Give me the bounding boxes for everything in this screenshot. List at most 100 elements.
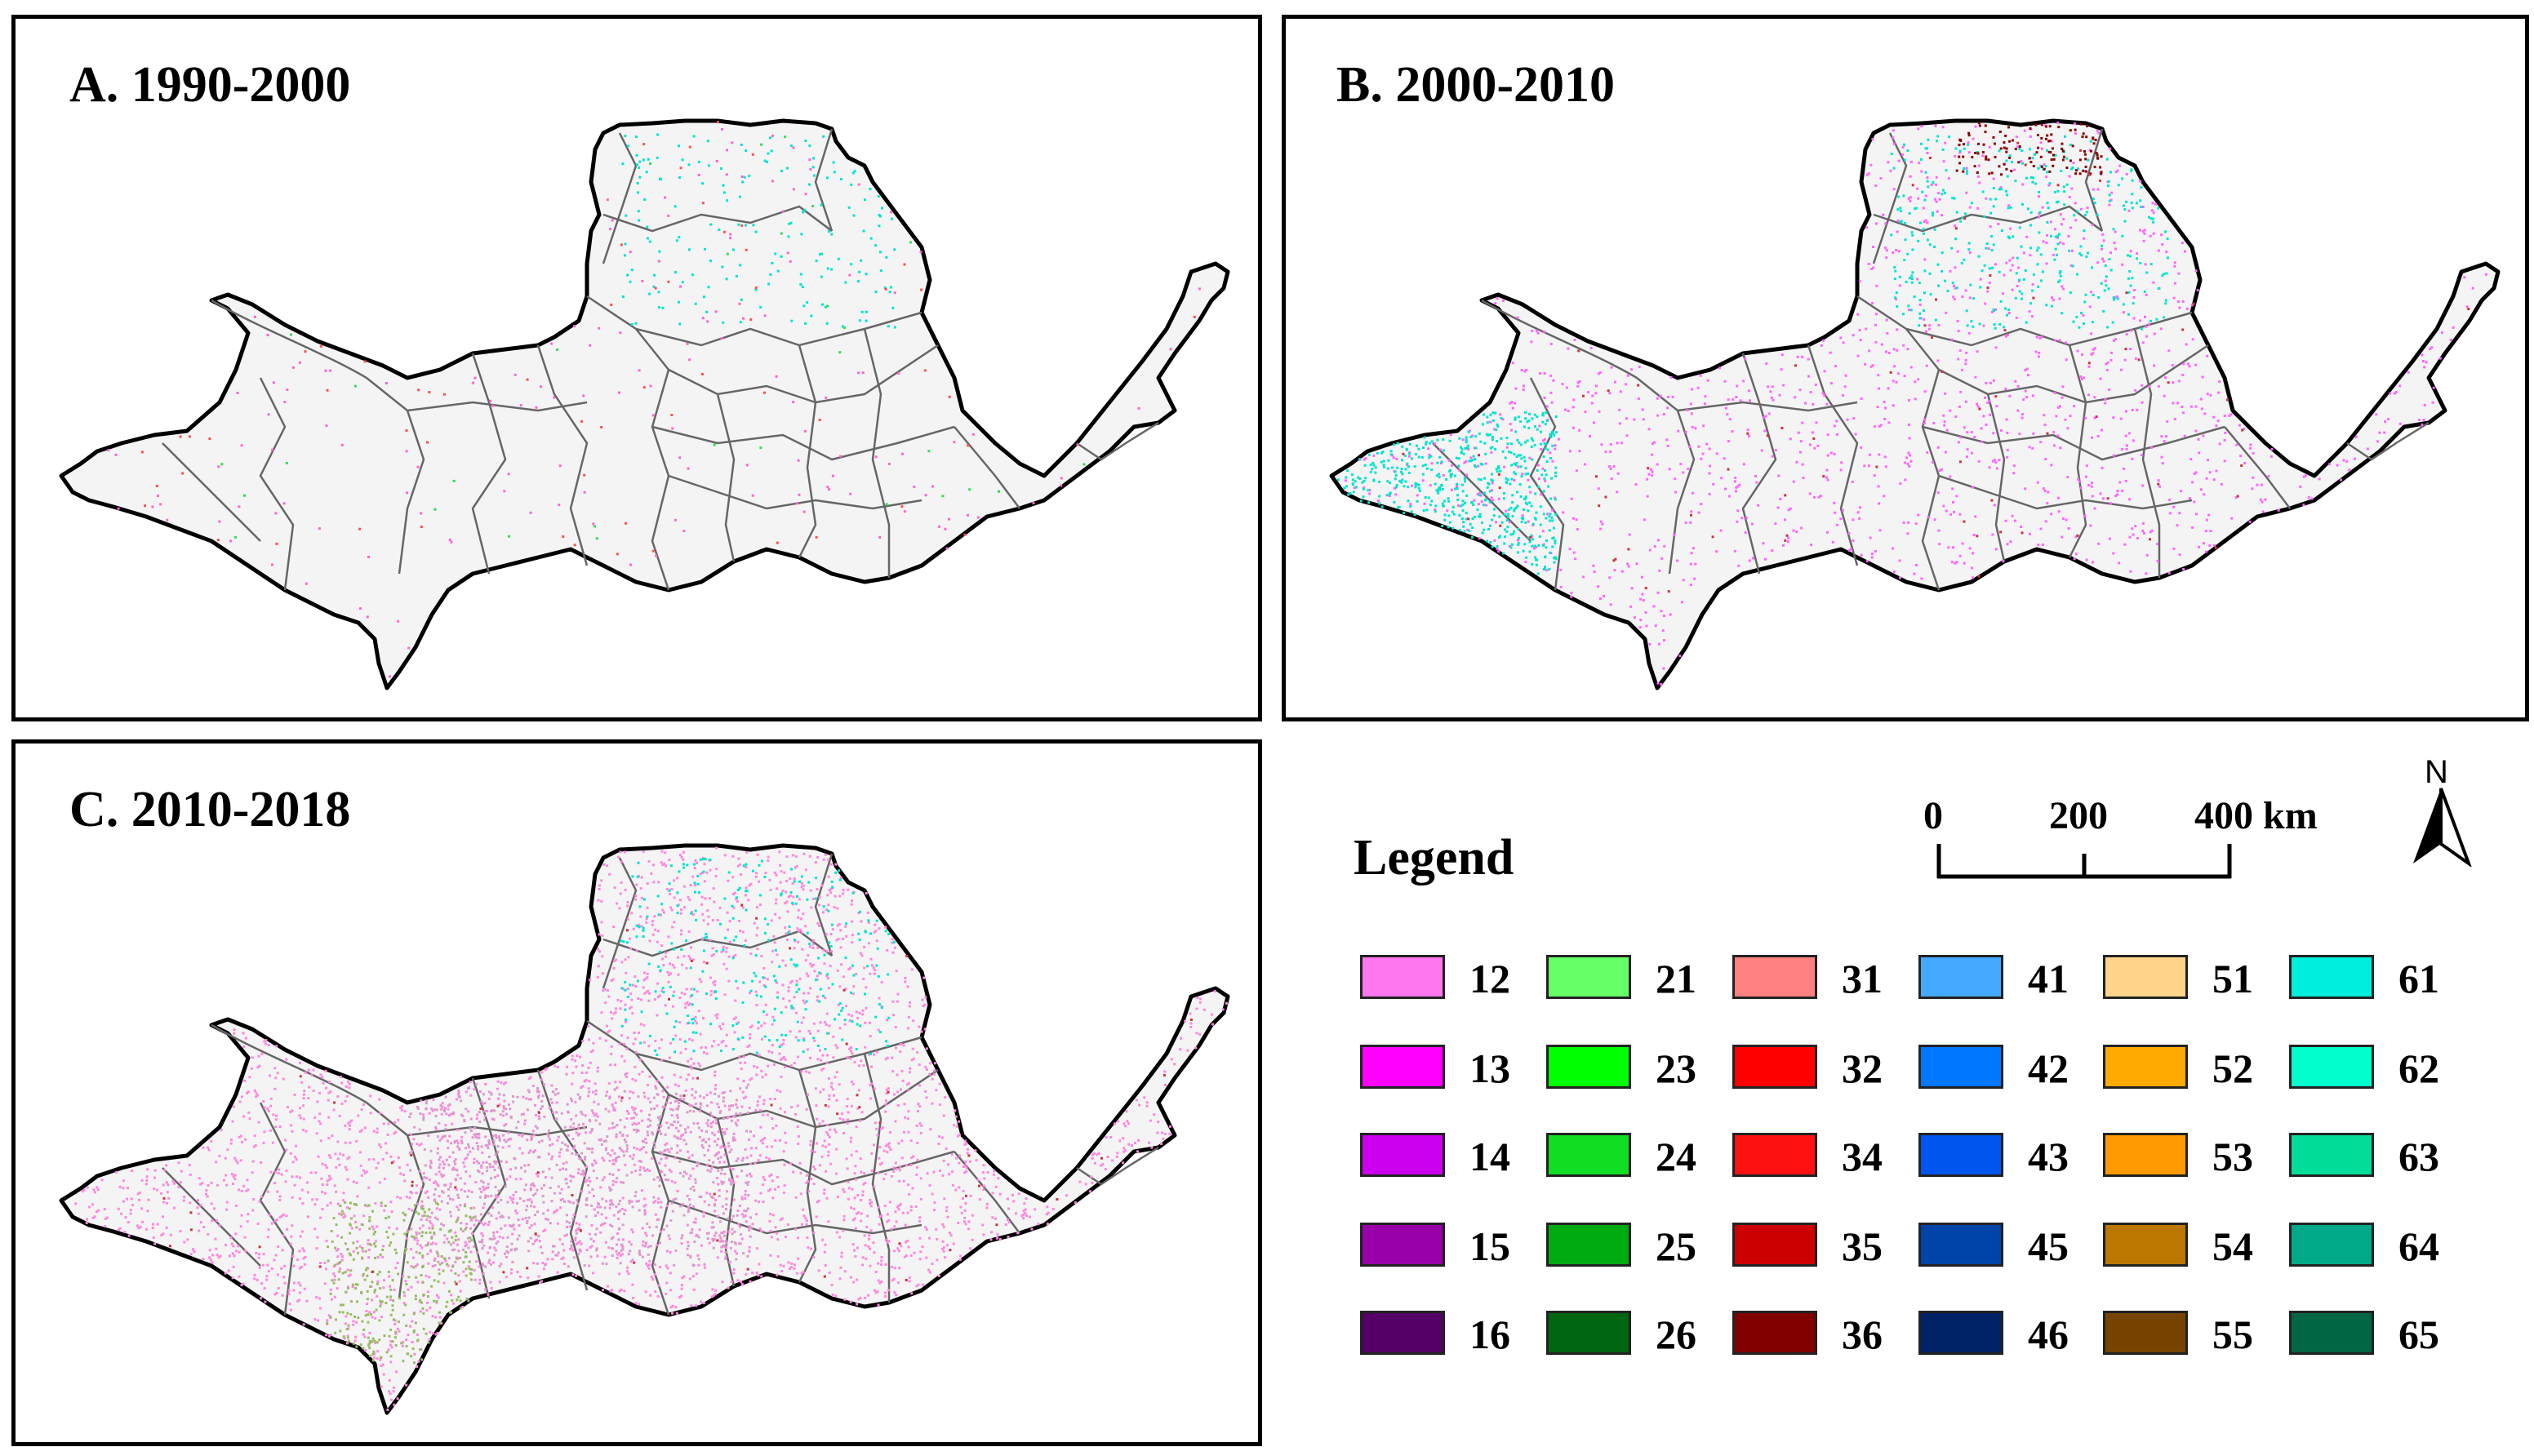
change-pixel: [703, 1266, 706, 1269]
sub-basin-boundary: [1938, 344, 2209, 404]
change-pixel: [1430, 462, 1434, 465]
change-pixel: [2145, 572, 2148, 575]
change-pixel: [1549, 513, 1552, 516]
change-pixel: [857, 371, 860, 375]
change-pixel: [514, 1210, 517, 1213]
change-pixel: [225, 1208, 229, 1211]
sub-basin-boundary: [602, 132, 638, 264]
change-pixel: [625, 971, 628, 974]
change-pixel: [2011, 514, 2014, 517]
change-pixel: [260, 1161, 262, 1164]
change-pixel: [543, 1083, 546, 1086]
change-pixel: [430, 1235, 433, 1238]
change-pixel: [2056, 434, 2060, 437]
change-pixel: [1578, 428, 1581, 432]
change-pixel: [2016, 285, 2019, 287]
change-pixel: [1936, 263, 1940, 266]
change-pixel: [1970, 320, 1973, 323]
change-pixel: [1642, 599, 1645, 602]
change-pixel: [891, 951, 895, 954]
change-pixel: [1474, 458, 1477, 461]
change-pixel: [795, 1011, 798, 1014]
change-pixel: [127, 1187, 129, 1190]
change-pixel: [2421, 353, 2424, 357]
change-pixel: [967, 444, 970, 447]
change-pixel: [638, 1072, 641, 1076]
change-pixel: [485, 1187, 488, 1190]
change-pixel: [1706, 379, 1709, 382]
change-pixel: [1953, 197, 1956, 200]
change-pixel: [2134, 525, 2137, 528]
change-pixel: [291, 1196, 294, 1199]
change-pixel: [763, 976, 767, 979]
change-pixel: [620, 1207, 624, 1210]
change-pixel: [160, 1192, 163, 1195]
sub-basin-boundary: [863, 1053, 891, 1303]
change-pixel: [588, 1191, 591, 1194]
change-pixel: [1847, 548, 1851, 552]
change-pixel: [362, 1333, 365, 1336]
change-pixel: [1948, 135, 1951, 139]
change-pixel: [2194, 269, 2198, 273]
change-pixel: [682, 1098, 686, 1101]
change-pixel: [219, 1254, 222, 1258]
change-pixel: [117, 1207, 120, 1210]
change-pixel: [1552, 536, 1555, 539]
change-pixel: [1435, 474, 1438, 477]
change-pixel: [2172, 547, 2176, 550]
change-pixel: [2087, 362, 2091, 365]
change-pixel: [2029, 254, 2032, 257]
change-pixel: [2202, 434, 2205, 437]
change-pixel: [325, 1334, 328, 1337]
change-pixel: [1576, 384, 1580, 388]
change-pixel: [617, 855, 620, 859]
change-pixel: [708, 1204, 711, 1207]
change-pixel: [810, 1149, 813, 1152]
change-pixel: [1742, 380, 1745, 383]
change-pixel: [732, 1132, 736, 1135]
change-pixel: [1536, 331, 1540, 335]
change-pixel: [884, 1173, 887, 1176]
change-pixel: [1397, 506, 1400, 509]
change-pixel: [1007, 1220, 1011, 1223]
change-pixel: [800, 886, 803, 889]
change-pixel: [1363, 464, 1367, 467]
change-pixel: [649, 384, 652, 388]
change-pixel: [1736, 520, 1739, 523]
change-pixel: [821, 303, 824, 306]
change-pixel: [738, 863, 741, 867]
change-pixel: [1637, 384, 1640, 387]
change-pixel: [579, 1055, 582, 1059]
change-pixel: [802, 992, 806, 995]
change-pixel: [2009, 206, 2012, 209]
change-pixel: [2104, 279, 2107, 282]
change-pixel: [1198, 1032, 1202, 1036]
change-pixel: [474, 1135, 478, 1139]
change-pixel: [1480, 500, 1483, 504]
change-pixel: [1897, 159, 1900, 162]
change-pixel: [91, 1203, 94, 1206]
change-pixel: [716, 1016, 718, 1019]
change-pixel: [1533, 413, 1536, 416]
change-pixel: [687, 1241, 690, 1244]
change-pixel: [500, 1081, 503, 1085]
change-pixel: [1469, 459, 1473, 463]
change-pixel: [631, 1123, 634, 1126]
change-pixel: [2029, 246, 2032, 250]
change-pixel: [2152, 232, 2155, 235]
change-pixel: [2029, 135, 2032, 138]
change-pixel: [1907, 521, 1910, 524]
change-pixel: [1884, 246, 1887, 250]
change-pixel: [1051, 1208, 1055, 1211]
change-pixel: [1972, 552, 1975, 555]
change-pixel: [1007, 1219, 1009, 1221]
change-pixel: [1497, 550, 1500, 553]
change-pixel: [887, 1219, 891, 1222]
change-pixel: [1541, 544, 1545, 547]
change-pixel: [1471, 535, 1474, 539]
change-pixel: [751, 494, 754, 497]
change-pixel: [1345, 479, 1347, 482]
change-pixel: [2251, 487, 2254, 491]
change-pixel: [733, 891, 736, 894]
change-pixel: [274, 1254, 278, 1257]
